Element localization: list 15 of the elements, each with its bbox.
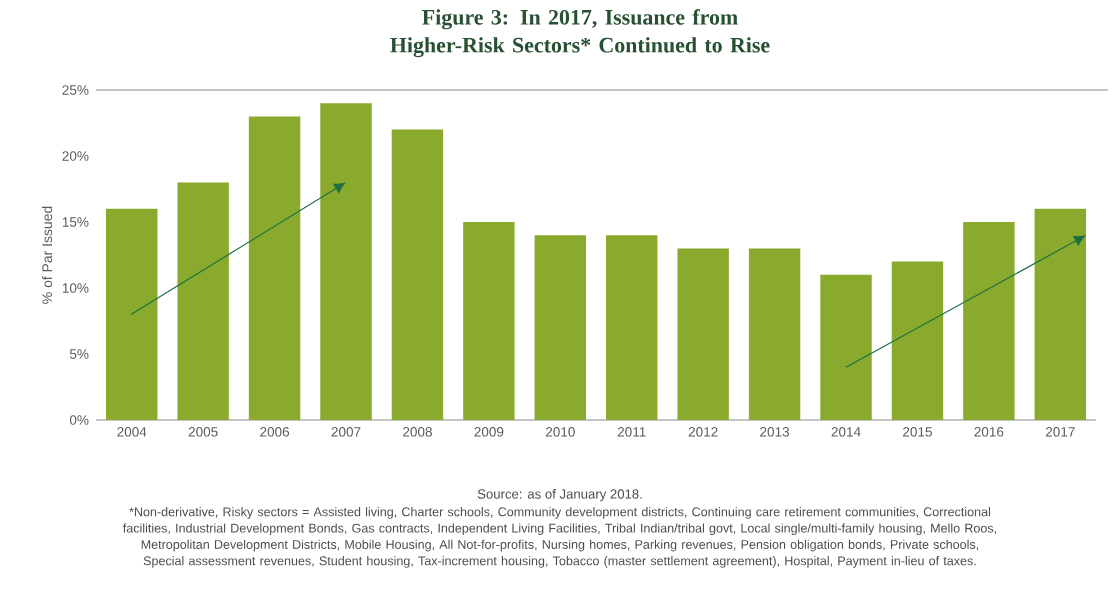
bar bbox=[391, 129, 444, 420]
bar bbox=[320, 103, 372, 420]
bar bbox=[248, 116, 301, 420]
bar bbox=[748, 248, 801, 420]
bar bbox=[677, 248, 729, 420]
bar bbox=[534, 235, 587, 420]
bar bbox=[1034, 208, 1087, 420]
bar bbox=[177, 182, 229, 420]
bar bbox=[891, 261, 944, 420]
bar bbox=[606, 235, 658, 420]
bar bbox=[820, 274, 872, 420]
chart-title: Figure 3: In 2017, Issuance from Higher-Risk Sectors* Continued to Rise bbox=[390, 9, 770, 58]
bar bbox=[106, 208, 158, 420]
bar bbox=[463, 222, 515, 420]
bar bbox=[963, 222, 1015, 420]
